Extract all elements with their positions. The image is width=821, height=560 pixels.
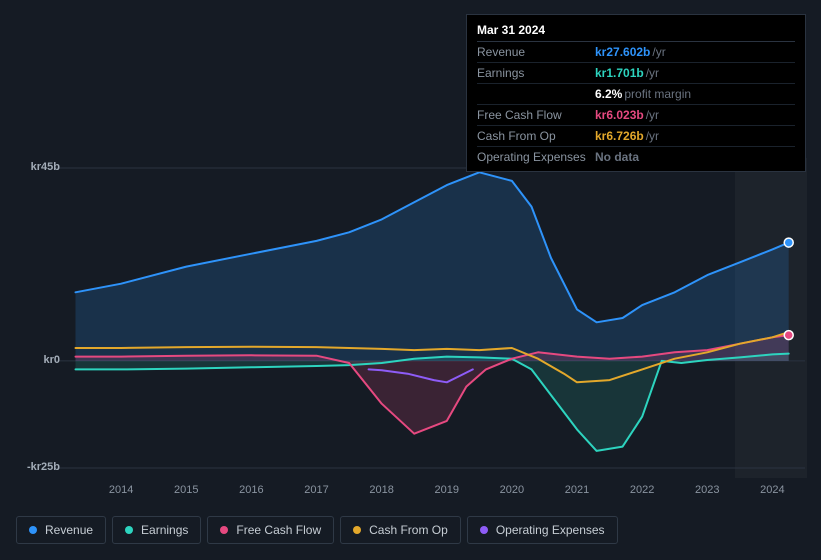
legend-label: Cash From Op: [369, 523, 448, 537]
tooltip-row: Free Cash Flowkr6.023b /yr: [477, 105, 795, 126]
tooltip-label: Operating Expenses: [477, 150, 595, 164]
tooltip-value: kr6.023b: [595, 108, 644, 122]
tooltip-value: 6.2%: [595, 87, 622, 101]
x-axis-label: 2023: [695, 484, 719, 496]
x-axis-label: 2024: [760, 484, 784, 496]
tooltip-value: kr1.701b: [595, 66, 644, 80]
tooltip-row: Revenuekr27.602b /yr: [477, 42, 795, 63]
tooltip-row: 6.2% profit margin: [477, 84, 795, 105]
tooltip-label: [477, 87, 595, 101]
y-axis-label: kr0: [43, 354, 60, 366]
chart-canvas: [16, 158, 805, 478]
legend-item-operating-expenses[interactable]: Operating Expenses: [467, 516, 618, 544]
tooltip-rows: Revenuekr27.602b /yrEarningskr1.701b /yr…: [477, 42, 795, 167]
tooltip-label: Cash From Op: [477, 129, 595, 143]
tooltip-row: Earningskr1.701b /yr: [477, 63, 795, 84]
legend-swatch-icon: [29, 526, 37, 534]
legend-label: Operating Expenses: [496, 523, 605, 537]
financials-chart[interactable]: kr45b kr0 -kr25b: [16, 158, 805, 478]
legend-swatch-icon: [353, 526, 361, 534]
legend-swatch-icon: [125, 526, 133, 534]
x-axis-label: 2022: [630, 484, 654, 496]
tooltip-suffix: profit margin: [624, 87, 691, 101]
tooltip-date: Mar 31 2024: [477, 21, 795, 42]
tooltip-suffix: /yr: [646, 108, 659, 122]
legend-item-revenue[interactable]: Revenue: [16, 516, 106, 544]
tooltip-suffix: /yr: [646, 66, 659, 80]
tooltip-suffix: /yr: [652, 45, 665, 59]
chart-tooltip: Mar 31 2024 Revenuekr27.602b /yrEarnings…: [466, 14, 806, 172]
legend-item-cash-from-op[interactable]: Cash From Op: [340, 516, 461, 544]
x-axis-label: 2018: [369, 484, 393, 496]
legend-item-earnings[interactable]: Earnings: [112, 516, 201, 544]
tooltip-suffix: /yr: [646, 129, 659, 143]
y-axis-label: kr45b: [31, 161, 60, 173]
x-axis-label: 2020: [500, 484, 524, 496]
x-axis: 2014 2015 2016 2017 2018 2019 2020 2021 2022 2023…: [16, 484, 805, 500]
x-axis-label: 2019: [435, 484, 459, 496]
tooltip-row: Cash From Opkr6.726b /yr: [477, 126, 795, 147]
tooltip-label: Revenue: [477, 45, 595, 59]
chart-legend: Revenue Earnings Free Cash Flow Cash From O…: [16, 516, 618, 544]
x-axis-label: 2017: [304, 484, 328, 496]
x-axis-label: 2014: [109, 484, 133, 496]
x-axis-label: 2016: [239, 484, 263, 496]
legend-label: Revenue: [45, 523, 93, 537]
legend-swatch-icon: [220, 526, 228, 534]
x-axis-label: 2021: [565, 484, 589, 496]
tooltip-row: Operating ExpensesNo data: [477, 147, 795, 167]
y-axis-label: -kr25b: [27, 461, 60, 473]
tooltip-label: Earnings: [477, 66, 595, 80]
tooltip-label: Free Cash Flow: [477, 108, 595, 122]
legend-swatch-icon: [480, 526, 488, 534]
tooltip-value: kr6.726b: [595, 129, 644, 143]
tooltip-value: No data: [595, 150, 639, 164]
legend-label: Earnings: [141, 523, 188, 537]
legend-label: Free Cash Flow: [236, 523, 321, 537]
x-axis-label: 2015: [174, 484, 198, 496]
tooltip-value: kr27.602b: [595, 45, 650, 59]
legend-item-free-cash-flow[interactable]: Free Cash Flow: [207, 516, 334, 544]
